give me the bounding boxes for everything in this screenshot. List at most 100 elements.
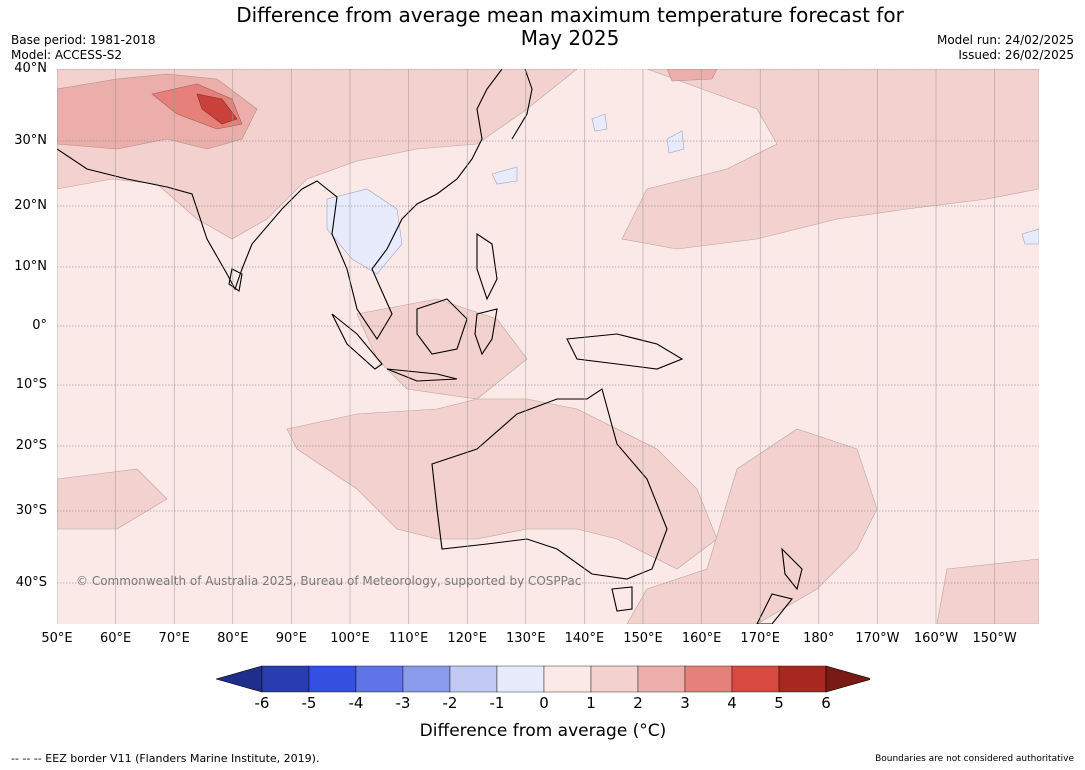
latitude-label: 20°N — [14, 198, 47, 213]
anomaly-region-south-pacific — [626, 428, 878, 624]
longitude-label: 80°E — [217, 631, 249, 646]
colorbar-segment — [590, 665, 639, 693]
colorbar-tick-label: 2 — [633, 694, 643, 712]
anomaly-region-indochina — [326, 188, 403, 275]
anomaly-region-southwest — [57, 468, 168, 530]
longitude-label: 50°E — [41, 631, 73, 646]
longitude-label: 160°E — [681, 631, 722, 646]
coast-new-zealand-south — [756, 593, 793, 624]
model-run: Model run: 24/02/2025 — [936, 33, 1074, 47]
coast-java — [386, 368, 458, 382]
colorbar-extend-low — [216, 665, 263, 693]
meta-left: Base period: 1981-2018 Model: ACCESS-S2 — [11, 33, 156, 63]
meta-right: Model run: 24/02/2025 Issued: 26/02/2025 — [937, 33, 1074, 63]
anomaly-region-himalaya-core — [196, 93, 238, 125]
longitude-label: 120°E — [447, 631, 487, 646]
latitude-label: 10°S — [15, 377, 47, 392]
colorbar-tick-label: -3 — [395, 694, 411, 712]
coast-philippines — [476, 232, 498, 301]
coast-australia — [431, 388, 668, 580]
colorbar-tick-label: 5 — [774, 694, 784, 712]
latitude-label: 20°S — [15, 438, 47, 453]
coast-japan — [511, 69, 533, 140]
colorbar-segment — [496, 665, 545, 693]
map-svg — [57, 69, 1039, 624]
issued-date: Issued: 26/02/2025 — [958, 48, 1074, 62]
longitude-label: 110°E — [388, 631, 429, 646]
anomaly-1-2-regions — [57, 69, 1039, 624]
longitude-label: 160°W — [913, 631, 959, 646]
boundary-disclaimer: Boundaries are not considered authoritat… — [875, 754, 1074, 764]
title-line-1: Difference from average mean maximum tem… — [236, 3, 904, 27]
coast-sri-lanka — [228, 268, 243, 292]
anomaly-region-pacific-cool-2 — [591, 113, 608, 132]
latitude-label: 0° — [32, 318, 47, 333]
latitude-label: 10°N — [14, 259, 47, 274]
latitude-label: 40°N — [14, 61, 47, 76]
title-line-2: May 2025 — [520, 26, 620, 50]
colorbar-tick-label: -6 — [254, 694, 270, 712]
colorbar-segment — [402, 665, 451, 693]
base-period: Base period: 1981-2018 — [11, 33, 156, 47]
colorbar-label: Difference from average (°C) — [419, 721, 667, 741]
anomaly-cool-regions — [326, 113, 1039, 275]
coast-new-zealand-north — [781, 547, 803, 591]
colorbar-tick-label: -2 — [442, 694, 458, 712]
colorbar-tick-label: -5 — [301, 694, 317, 712]
coast-sumatra — [331, 313, 383, 370]
longitude-label: 170°E — [740, 631, 780, 646]
anomaly-region-southeast — [936, 558, 1039, 624]
anomaly-region-pacific-cool-3 — [666, 130, 685, 154]
longitude-label: 150°W — [972, 631, 1017, 646]
coastlines — [57, 69, 803, 624]
longitude-label: 140°E — [564, 631, 605, 646]
coast-borneo — [416, 298, 468, 355]
colorbar-segment — [261, 665, 310, 693]
colorbar-segment — [355, 665, 404, 693]
colorbar-extend-high — [825, 665, 870, 693]
colorbar-segment — [778, 665, 827, 693]
anomaly-region-pacific-cool-1 — [491, 166, 518, 185]
longitude-label: 150°E — [623, 631, 663, 646]
latitude-label: 30°N — [14, 133, 47, 148]
anomaly-region-north-pacific-patch — [666, 69, 718, 82]
longitude-label: 170°W — [855, 631, 900, 646]
latitude-label: 30°S — [15, 503, 47, 518]
colorbar-tick-label: 4 — [727, 694, 737, 712]
coast-asia — [57, 69, 503, 341]
copyright-text: © Commonwealth of Australia 2025, Bureau… — [76, 574, 582, 588]
colorbar-segment — [731, 665, 780, 693]
colorbar-segment — [308, 665, 357, 693]
longitude-label: 130°E — [506, 631, 546, 646]
colorbar-tick-label: 6 — [821, 694, 831, 712]
colorbar-tick-label: 3 — [680, 694, 690, 712]
map-title: Difference from average mean maximum tem… — [170, 4, 970, 50]
model-name: Model: ACCESS-S2 — [11, 48, 123, 62]
longitude-label: 70°E — [158, 631, 190, 646]
coast-tasmania — [611, 586, 633, 612]
anomaly-region-australia — [286, 398, 718, 570]
colorbar-tick-label: -4 — [348, 694, 364, 712]
colorbar-segment — [684, 665, 733, 693]
anomaly-region-pacific-cool-4 — [1021, 228, 1039, 245]
map-area: © Commonwealth of Australia 2025, Bureau… — [57, 69, 1039, 624]
anomaly-region-north-pacific — [621, 69, 1039, 250]
eez-legend: -- -- -- EEZ border V11 (Flanders Marine… — [11, 752, 320, 765]
anomaly-4-5-regions — [196, 93, 238, 125]
coast-sulawesi — [474, 308, 498, 356]
colorbar — [216, 665, 870, 693]
gridlines — [57, 69, 1039, 624]
colorbar-segment — [449, 665, 498, 693]
colorbar-segment — [637, 665, 686, 693]
colorbar-segment — [543, 665, 592, 693]
colorbar-tick-label: 1 — [586, 694, 596, 712]
coast-new-guinea — [566, 333, 684, 370]
anomaly-region-equator — [356, 298, 528, 400]
longitude-label: 100°E — [330, 631, 370, 646]
longitude-label: 60°E — [99, 631, 132, 646]
longitude-label: 90°E — [275, 631, 308, 646]
colorbar-tick-label: -1 — [489, 694, 505, 712]
latitude-label: 40°S — [15, 575, 47, 590]
colorbar-tick-label: 0 — [539, 694, 549, 712]
longitude-label: 180° — [803, 631, 835, 646]
